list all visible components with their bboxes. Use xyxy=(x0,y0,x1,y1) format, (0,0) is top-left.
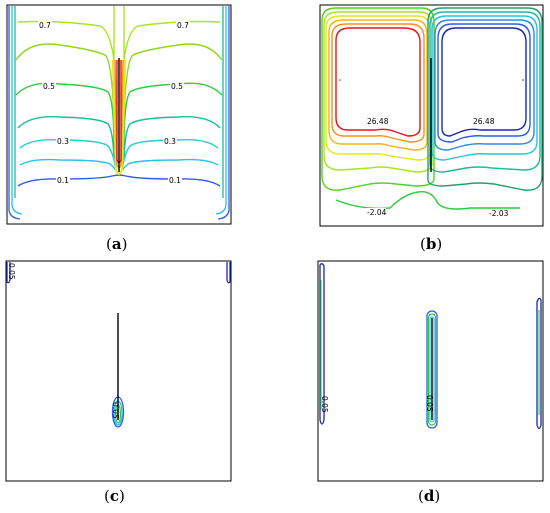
panel-c: 0.05 0.05 xyxy=(5,260,232,482)
contour-label: 0.05 xyxy=(320,396,329,413)
contour-label: -2.04 xyxy=(367,208,387,217)
contour-label: 0.5 xyxy=(43,82,55,91)
contour-label: 0.7 xyxy=(177,21,189,30)
panel-b-frame xyxy=(319,4,544,227)
panel-d: 0.05 0.05 xyxy=(317,260,544,482)
contour-label: 0.1 xyxy=(57,176,69,185)
contour-label: 0.3 xyxy=(164,137,176,146)
panel-a-caption: (a) xyxy=(106,235,127,253)
contour-label: 0.1 xyxy=(169,176,181,185)
panel-d-frame xyxy=(317,260,544,482)
panel-b-caption: (b) xyxy=(420,235,442,253)
contour-label: 26.48 xyxy=(367,117,389,126)
panel-c-caption: (c) xyxy=(104,487,125,505)
panel-b: 26.48 26.48 -2.04 -2.03 xyxy=(319,4,544,227)
panel-a-frame xyxy=(6,4,232,225)
panel-d-caption: (d) xyxy=(418,487,440,505)
contour-label: 26.48 xyxy=(473,117,495,126)
contour-label: 0.05 xyxy=(425,395,434,412)
contour-label: 0.05 xyxy=(7,263,16,280)
contour-label: 0.5 xyxy=(171,82,183,91)
panel-a: 0.7 0.7 0.5 0.5 0.3 0.3 0.1 0.1 xyxy=(6,4,232,225)
contour-label: 0.3 xyxy=(57,137,69,146)
panel-c-frame xyxy=(5,260,232,482)
contour-label: 0.05 xyxy=(111,402,120,419)
contour-label: -2.03 xyxy=(489,209,509,218)
contour-label: 0.7 xyxy=(39,21,51,30)
